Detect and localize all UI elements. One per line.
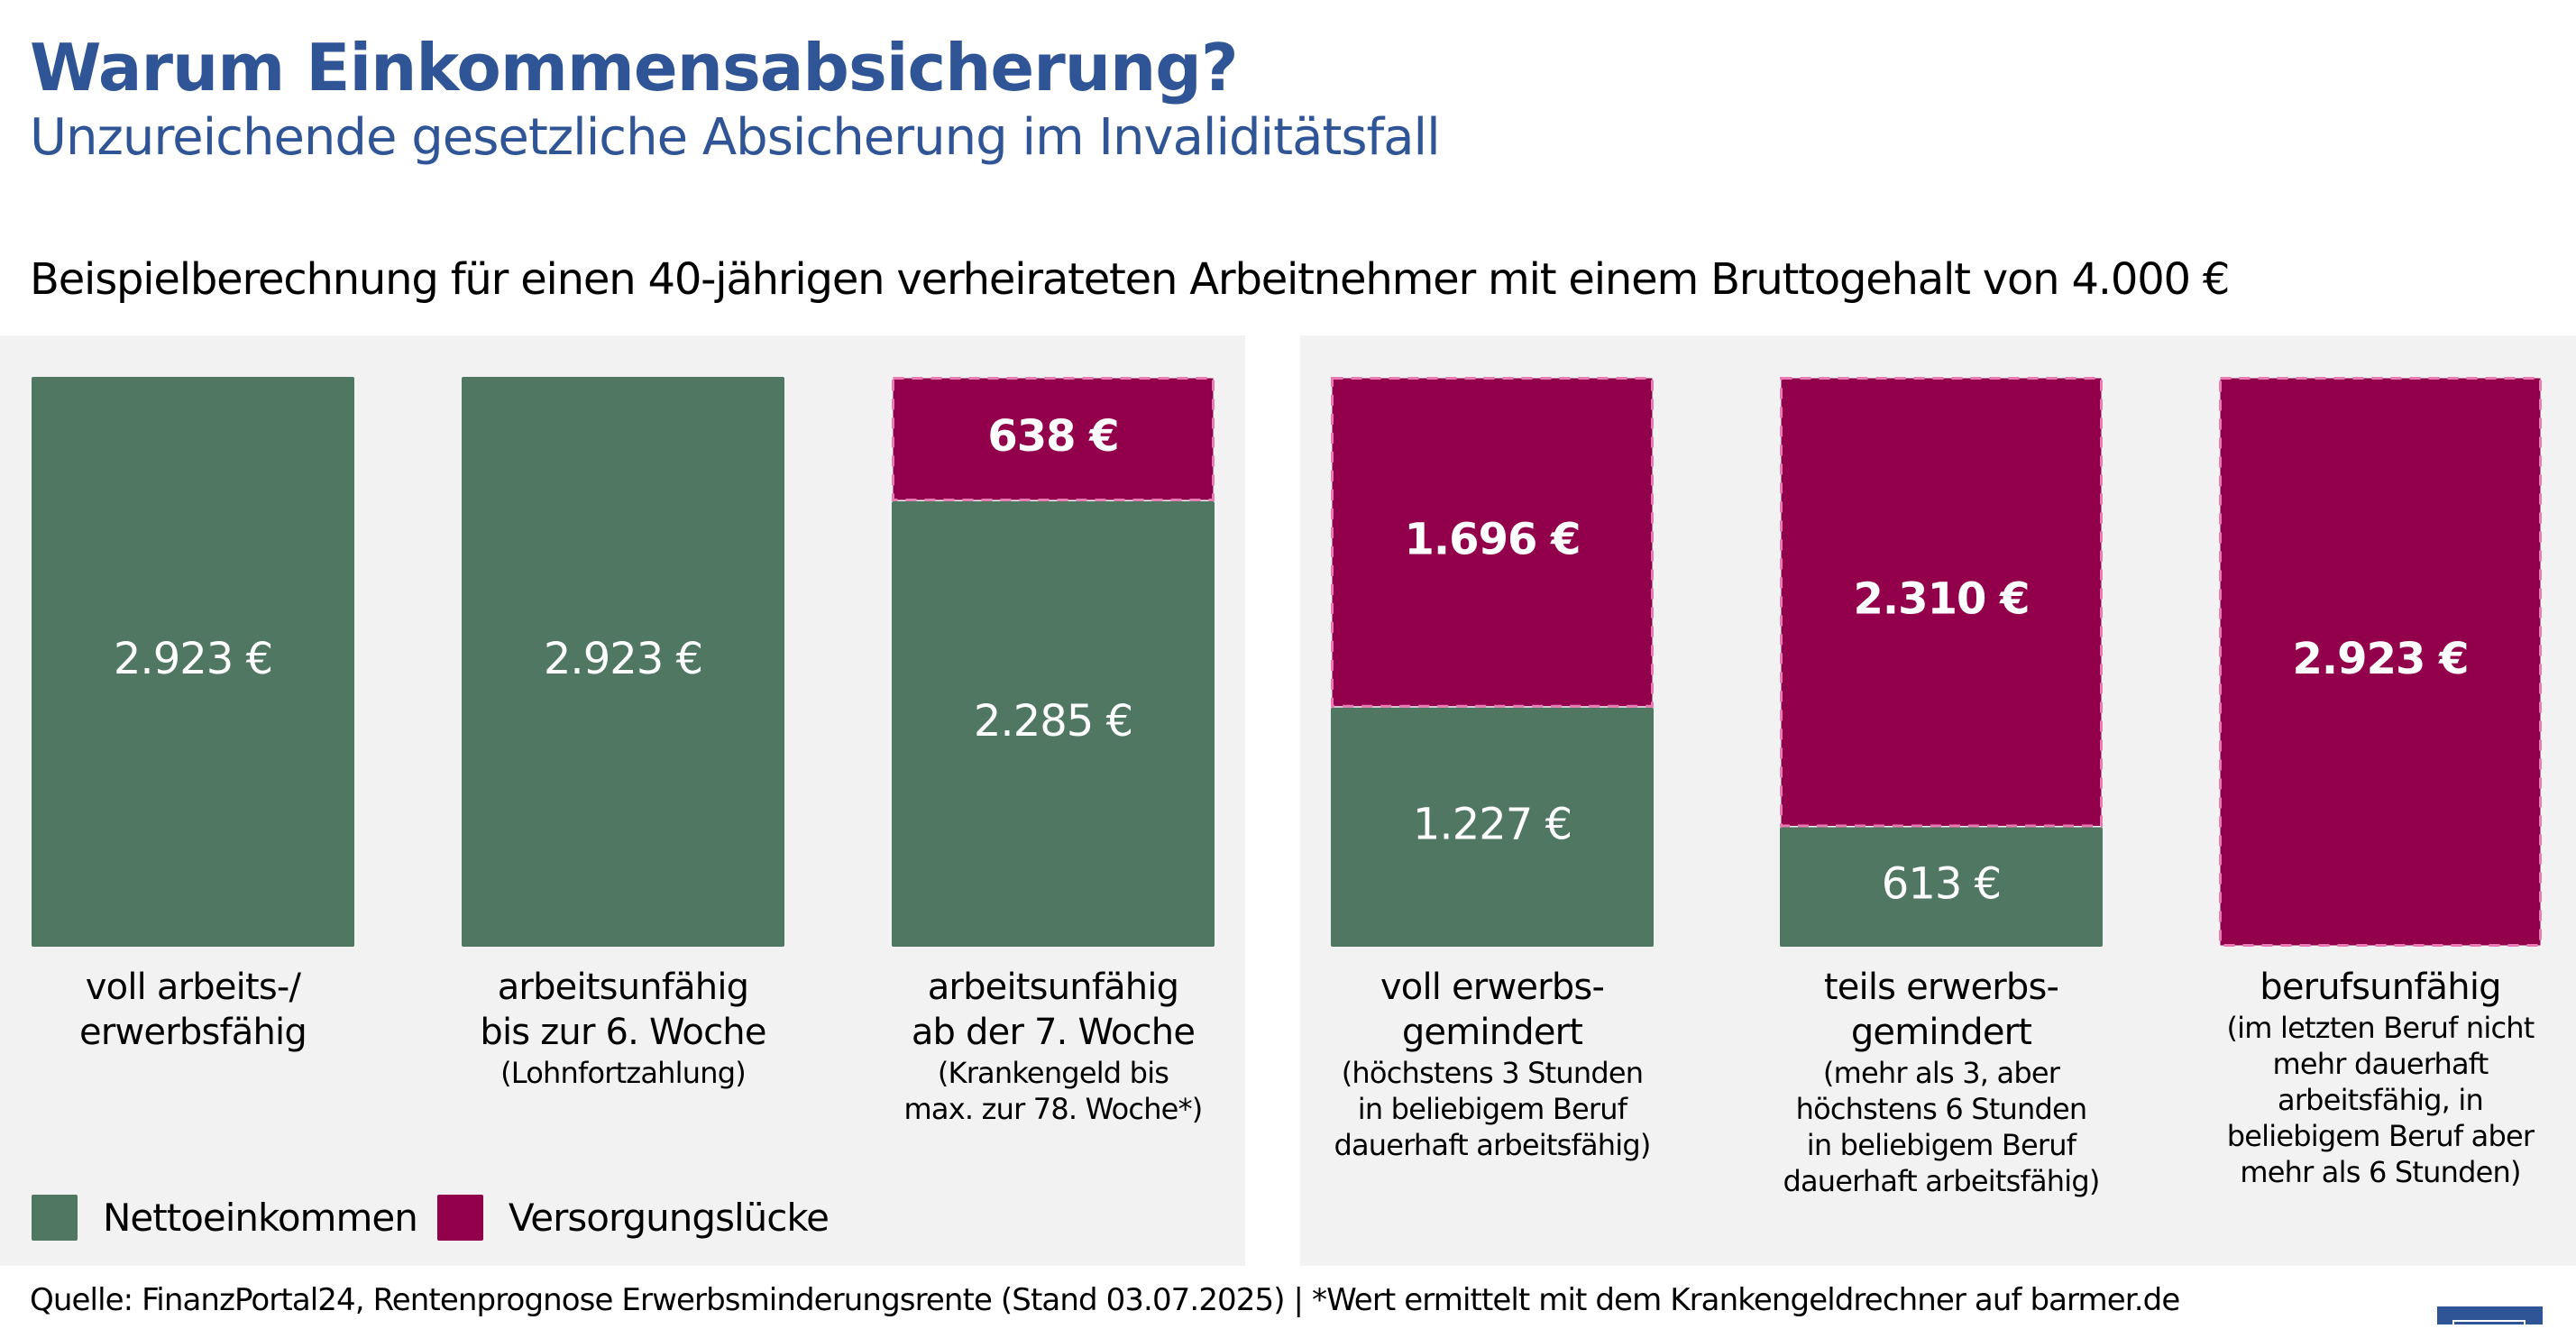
- bar-segment-nettoeinkommen: [1331, 707, 1654, 947]
- chart-heading: Beispielberechnung für einen 40-jährigen…: [30, 254, 2230, 305]
- category-label-note: in beliebigem Beruf: [1357, 1092, 1627, 1126]
- logo: [2437, 1306, 2543, 1329]
- category-label: arbeitsunfähig bis zur 6. Woche (Lohnfortz…: [425, 965, 821, 1091]
- category-label-main: voll erwerbs-: [1380, 967, 1605, 1008]
- value-label-versorgungsluecke: 2.310 €: [1854, 574, 2030, 625]
- value-label-nettoeinkommen: 613 €: [1882, 859, 2001, 910]
- category-label-main: gemindert: [1401, 1012, 1583, 1053]
- source-footnote: Quelle: FinanzPortal24, Rentenprognose E…: [30, 1282, 2180, 1318]
- value-label-nettoeinkommen: 1.227 €: [1413, 799, 1572, 849]
- category-label: teils erwerbs-gemindert (mehr als 3, aber…: [1743, 965, 2140, 1199]
- value-label-nettoeinkommen: 2.923 €: [114, 634, 272, 684]
- category-label-note: dauerhaft arbeitsfähig): [1334, 1128, 1651, 1162]
- category-label: arbeitsunfähig ab der 7. Woche (Krankengel…: [855, 965, 1251, 1127]
- category-label-note: mehr als 6 Stunden): [2240, 1155, 2521, 1189]
- value-label-versorgungsluecke: 638 €: [987, 411, 1118, 462]
- category-label-note: (Lohnfortzahlung): [500, 1056, 747, 1090]
- legend-label: Nettoeinkommen: [103, 1195, 418, 1240]
- legend: Nettoeinkommen Versorgungslücke: [32, 1192, 848, 1242]
- category-label-note: arbeitsfähig, in: [2278, 1083, 2484, 1117]
- category-label-note: in beliebigem Beruf: [1806, 1128, 2076, 1162]
- bar-segment-versorgungsluecke: [2219, 377, 2542, 947]
- legend-swatch-versorgungsluecke: [436, 1194, 483, 1241]
- category-label-note: (mehr als 3, aber: [1822, 1056, 2060, 1090]
- category-label-note: mehr dauerhaft: [2272, 1047, 2489, 1081]
- bar-segment-versorgungsluecke: [1331, 377, 1654, 708]
- bar-segment-nettoeinkommen: [32, 377, 354, 947]
- category-label-main: teils erwerbs-: [1823, 967, 2059, 1008]
- legend-label: Versorgungslücke: [508, 1195, 830, 1240]
- category-label-main: ab der 7. Woche: [911, 1012, 1196, 1053]
- category-label-note: max. zur 78. Woche*): [903, 1092, 1204, 1126]
- category-label: voll arbeits-/erwerbsfähig: [0, 965, 391, 1055]
- value-label-nettoeinkommen: 2.923 €: [544, 634, 702, 684]
- value-label-versorgungsluecke: 2.923 €: [2293, 634, 2469, 684]
- category-label-main: bis zur 6. Woche: [480, 1012, 766, 1053]
- category-label: voll erwerbs-gemindert (höchstens 3 Stund…: [1294, 965, 1691, 1163]
- category-label-note: (im letzten Beruf nicht: [2226, 1011, 2535, 1045]
- category-label-main: erwerbsfähig: [79, 1012, 307, 1053]
- legend-item-versorgungsluecke: Versorgungslücke: [436, 1194, 830, 1241]
- value-label-versorgungsluecke: 1.696 €: [1405, 514, 1581, 564]
- category-label-note: dauerhaft arbeitsfähig): [1783, 1164, 2100, 1198]
- category-label-note: höchstens 6 Stunden: [1795, 1092, 2088, 1126]
- legend-swatch-nettoeinkommen: [32, 1194, 78, 1241]
- page-subtitle: Unzureichende gesetzliche Absicherung im…: [30, 108, 1441, 167]
- bar-segment-versorgungsluecke: [892, 377, 1215, 501]
- category-label-note: (höchstens 3 Stunden: [1341, 1056, 1644, 1090]
- category-label-main: arbeitsunfähig: [497, 967, 749, 1008]
- bar-segment-nettoeinkommen: [1780, 827, 2103, 947]
- logo-mark: [2452, 1320, 2526, 1329]
- category-label-note: (Krankengeld bis: [937, 1056, 1169, 1090]
- bar-segment-versorgungsluecke: [1780, 377, 2103, 828]
- category-label-main: gemindert: [1850, 1012, 2032, 1053]
- bar-segment-nettoeinkommen: [462, 377, 784, 947]
- category-label-main: voll arbeits-/: [85, 967, 301, 1008]
- page-title: Warum Einkommensabsicherung?: [30, 30, 1239, 105]
- value-label-nettoeinkommen: 2.285 €: [974, 696, 1132, 747]
- category-label-main: arbeitsunfähig: [927, 967, 1179, 1008]
- legend-item-nettoeinkommen: Nettoeinkommen: [32, 1194, 418, 1241]
- bar-segment-nettoeinkommen: [892, 500, 1215, 947]
- category-label-note: beliebigem Beruf aber: [2226, 1119, 2535, 1153]
- category-label: berufsunfähig (im letzten Beruf nicht mehr…: [2182, 965, 2576, 1190]
- category-label-main: berufsunfähig: [2260, 967, 2501, 1008]
